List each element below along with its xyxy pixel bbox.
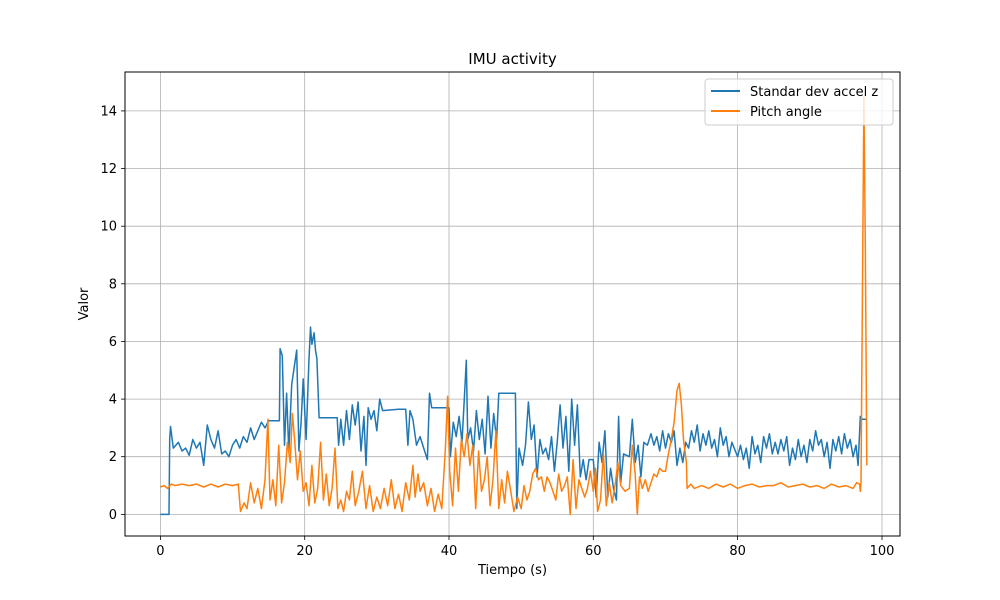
legend-label-pitch-angle: Pitch angle xyxy=(750,105,822,120)
tick-layer: 0 20 40 60 80 100 0 2 4 6 8 10 12 14 xyxy=(100,104,894,559)
legend-label-standar-dev-accel-z: Standar dev accel z xyxy=(750,85,878,100)
series-line-pitch-angle xyxy=(160,95,868,516)
y-tick-label: 2 xyxy=(109,450,117,465)
plot-frame xyxy=(124,71,901,537)
legend: Standar dev accel z Pitch angle xyxy=(704,78,894,126)
x-tick-label: 20 xyxy=(296,544,313,559)
y-tick-label: 4 xyxy=(109,393,117,408)
legend-box xyxy=(704,78,894,126)
x-axis-label: Tiempo (s) xyxy=(477,563,547,578)
y-tick-label: 10 xyxy=(100,220,117,235)
y-tick-label: 0 xyxy=(109,508,117,523)
series-line-standar-dev-accel-z xyxy=(160,326,867,516)
y-tick-label: 14 xyxy=(100,104,117,119)
x-tick-label: 60 xyxy=(585,544,602,559)
y-tick-label: 8 xyxy=(109,277,117,292)
y-tick-label: 6 xyxy=(109,335,117,350)
chart-title: IMU activity xyxy=(468,50,557,68)
x-tick-label: 40 xyxy=(441,544,458,559)
y-axis-label: Valor xyxy=(77,287,92,320)
x-tick-label: 80 xyxy=(729,544,746,559)
x-tick-label: 0 xyxy=(156,544,164,559)
grid-layer xyxy=(125,72,900,536)
plot-area xyxy=(125,72,900,536)
x-tick-label: 100 xyxy=(870,544,895,559)
y-tick-label: 12 xyxy=(100,162,117,177)
series-layer xyxy=(160,95,868,516)
